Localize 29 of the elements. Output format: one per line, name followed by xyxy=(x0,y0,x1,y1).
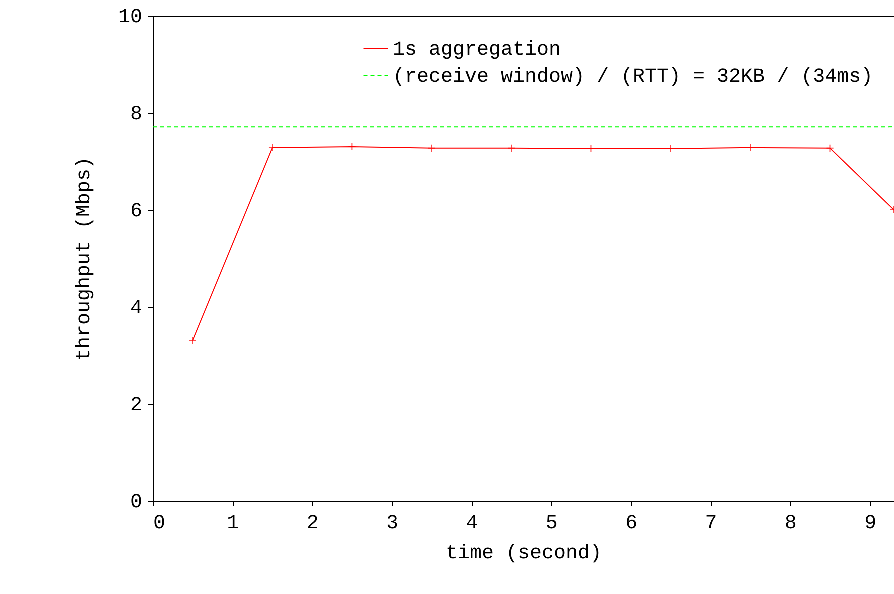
point xyxy=(746,144,755,152)
x-tick-label: 9 xyxy=(864,512,877,536)
x-tick-label: 6 xyxy=(626,512,638,536)
point xyxy=(508,144,516,152)
x-tick-label: 8 xyxy=(784,512,797,536)
y-tick-label: 6 xyxy=(130,200,142,224)
y-tick-label: 8 xyxy=(130,104,142,126)
point xyxy=(587,144,596,153)
y-tick-label: 4 xyxy=(130,298,142,320)
x-axis-title: time (second) xyxy=(446,542,602,566)
legend-label: (receive window) / (RTT) = 32KB / (34ms) xyxy=(393,66,874,89)
point xyxy=(826,144,834,152)
x-tick-label: 4 xyxy=(466,512,478,536)
y-tick-label: 0 xyxy=(130,492,142,514)
x-tick-label: 0 xyxy=(154,512,166,536)
point xyxy=(666,144,675,153)
y-axis-title: throughput (Mbps) xyxy=(73,156,96,362)
point xyxy=(188,336,197,345)
point xyxy=(348,142,356,151)
x-tick-label: 3 xyxy=(386,512,399,536)
point xyxy=(268,144,277,152)
y-tick-label: 2 xyxy=(130,394,142,418)
legend-label: 1s aggregation xyxy=(393,39,562,62)
x-tick-label: 1 xyxy=(227,512,240,536)
x-tick-label: 5 xyxy=(546,512,558,536)
y-tick-label: 10 xyxy=(118,6,142,30)
x-tick-label: 7 xyxy=(705,512,718,536)
x-tick-label: 2 xyxy=(306,512,319,536)
point xyxy=(428,144,436,152)
